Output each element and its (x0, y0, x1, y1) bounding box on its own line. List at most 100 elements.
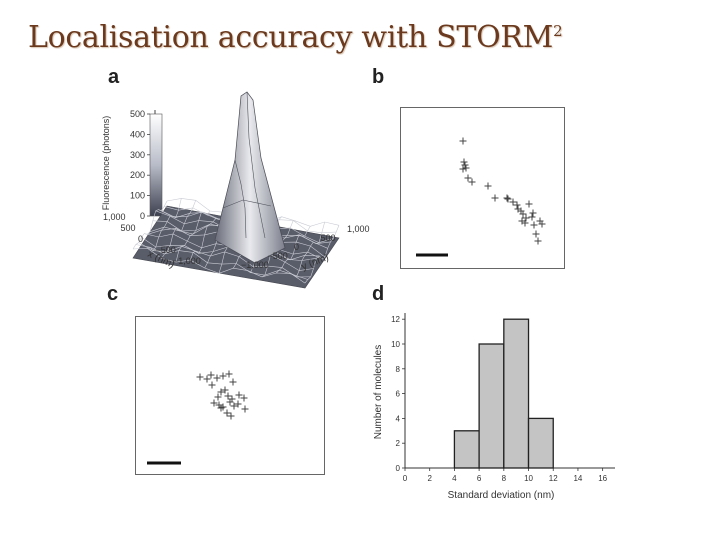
surface-mesh-line (304, 225, 340, 284)
scatter-point (532, 230, 540, 238)
x-axis-label: Standard deviation (nm) (448, 490, 555, 501)
x-tick-label: −500 (156, 245, 176, 255)
colorbar (149, 113, 163, 217)
y-tick-label: 0 (294, 242, 299, 252)
scatter-point (534, 237, 542, 245)
y-tick-label: 10 (391, 340, 400, 349)
y-tick-label: 500 (321, 233, 336, 243)
scatter-point (210, 399, 218, 407)
z-tick-label: 100 (130, 191, 145, 201)
scatter-point (221, 386, 229, 394)
panel-c-scatter (135, 316, 325, 475)
scatter-point (230, 402, 238, 410)
scatter-point (462, 164, 470, 172)
scatter-point (224, 392, 232, 400)
scatter-point (225, 370, 233, 378)
scatter-point (217, 388, 225, 396)
peak-ridge-line (234, 159, 247, 239)
scatter-point (529, 209, 537, 217)
y-tick-label: 0 (396, 464, 401, 473)
scatter-point (217, 404, 225, 412)
scatter-point (464, 174, 472, 182)
y-tick-label: 8 (396, 365, 401, 374)
x-tick-label: 14 (573, 474, 582, 483)
surface-mesh-line (290, 221, 325, 278)
scatter-point (491, 194, 499, 202)
scatter-point (213, 374, 221, 382)
title-superscript: 2 (553, 22, 563, 40)
histogram-bar (478, 343, 505, 469)
x-tick-label: 6 (477, 474, 482, 483)
peak-ridge-line (222, 199, 272, 209)
scatter-point (208, 381, 216, 389)
surface-mesh-line (276, 226, 311, 274)
scatter-point (468, 178, 476, 186)
z-tick-label: 400 (130, 129, 145, 139)
peak-ridge-line (246, 91, 266, 239)
x-tick-label: 4 (452, 474, 457, 483)
scatter-point (522, 214, 530, 222)
x-tick-label: 16 (598, 474, 607, 483)
panel-d-letter: d (372, 283, 385, 305)
scatter-point (207, 371, 215, 379)
z-tick-label: 500 (130, 109, 145, 119)
scatter-point (461, 161, 469, 169)
scatter-point (525, 200, 533, 208)
scatter-point (459, 137, 467, 145)
x-tick-label: 12 (549, 474, 558, 483)
scatter-point (519, 210, 527, 218)
histogram-bar (503, 318, 530, 469)
x-tick-label: 8 (502, 474, 507, 483)
panel-c-letter: c (107, 283, 119, 305)
x-tick-label: 0 (138, 234, 143, 244)
scatter-point (223, 409, 231, 417)
scatter-point (229, 378, 237, 386)
x-tick-label: 500 (121, 223, 136, 233)
y-tick-label: 1,000 (347, 224, 370, 234)
z-tick-label: 0 (140, 211, 145, 221)
slide-title-text: Localisation accuracy with STORM (28, 20, 554, 55)
scatter-point (214, 393, 222, 401)
z-tick-label: 300 (130, 150, 145, 160)
panel-b-letter: b (372, 66, 385, 88)
scatter-point (528, 213, 536, 221)
scatter-point (227, 412, 235, 420)
panel-a-letter: a (108, 66, 120, 88)
x-tick-label: 1,000 (103, 212, 126, 222)
surface-peak (214, 91, 286, 264)
histogram-bar (453, 430, 480, 469)
histogram-bar (527, 417, 554, 469)
panel-b-frame (400, 107, 565, 269)
scatter-point (234, 400, 242, 408)
slide-title: Localisation accuracy with STORM2 (28, 20, 563, 55)
panel-d-histogram: Number of molecules Standard deviation (… (373, 313, 615, 501)
scatter-point (241, 405, 249, 413)
y-tick-label: 4 (396, 414, 401, 423)
x-tick-label: 10 (524, 474, 533, 483)
x-tick-label: −1,000 (173, 256, 201, 266)
scatter-point (459, 165, 467, 173)
scatter-point (504, 195, 512, 203)
scatter-point (460, 158, 468, 166)
y-axis-label: Number of molecules (373, 345, 384, 439)
panel-b-scatter (400, 107, 565, 269)
scatter-point (240, 394, 248, 402)
x-tick-label: 2 (427, 474, 432, 483)
scatter-point (503, 194, 511, 202)
z-axis-label: Fluorescence (photons) (101, 116, 111, 211)
scatter-point (219, 372, 227, 380)
z-tick-label: 200 (130, 170, 145, 180)
scatter-point (530, 221, 538, 229)
y-tick-label: 6 (396, 390, 401, 399)
x-tick-label: 0 (403, 474, 408, 483)
y-tick-label: 12 (391, 315, 400, 324)
scatter-point (513, 201, 521, 209)
scatter-point (521, 219, 529, 227)
y-tick-label: −1,000 (241, 260, 269, 270)
scatter-point (509, 198, 517, 206)
scatter-point (203, 375, 211, 383)
scatter-point (538, 220, 546, 228)
scatter-point (484, 182, 492, 190)
scatter-point (226, 398, 234, 406)
